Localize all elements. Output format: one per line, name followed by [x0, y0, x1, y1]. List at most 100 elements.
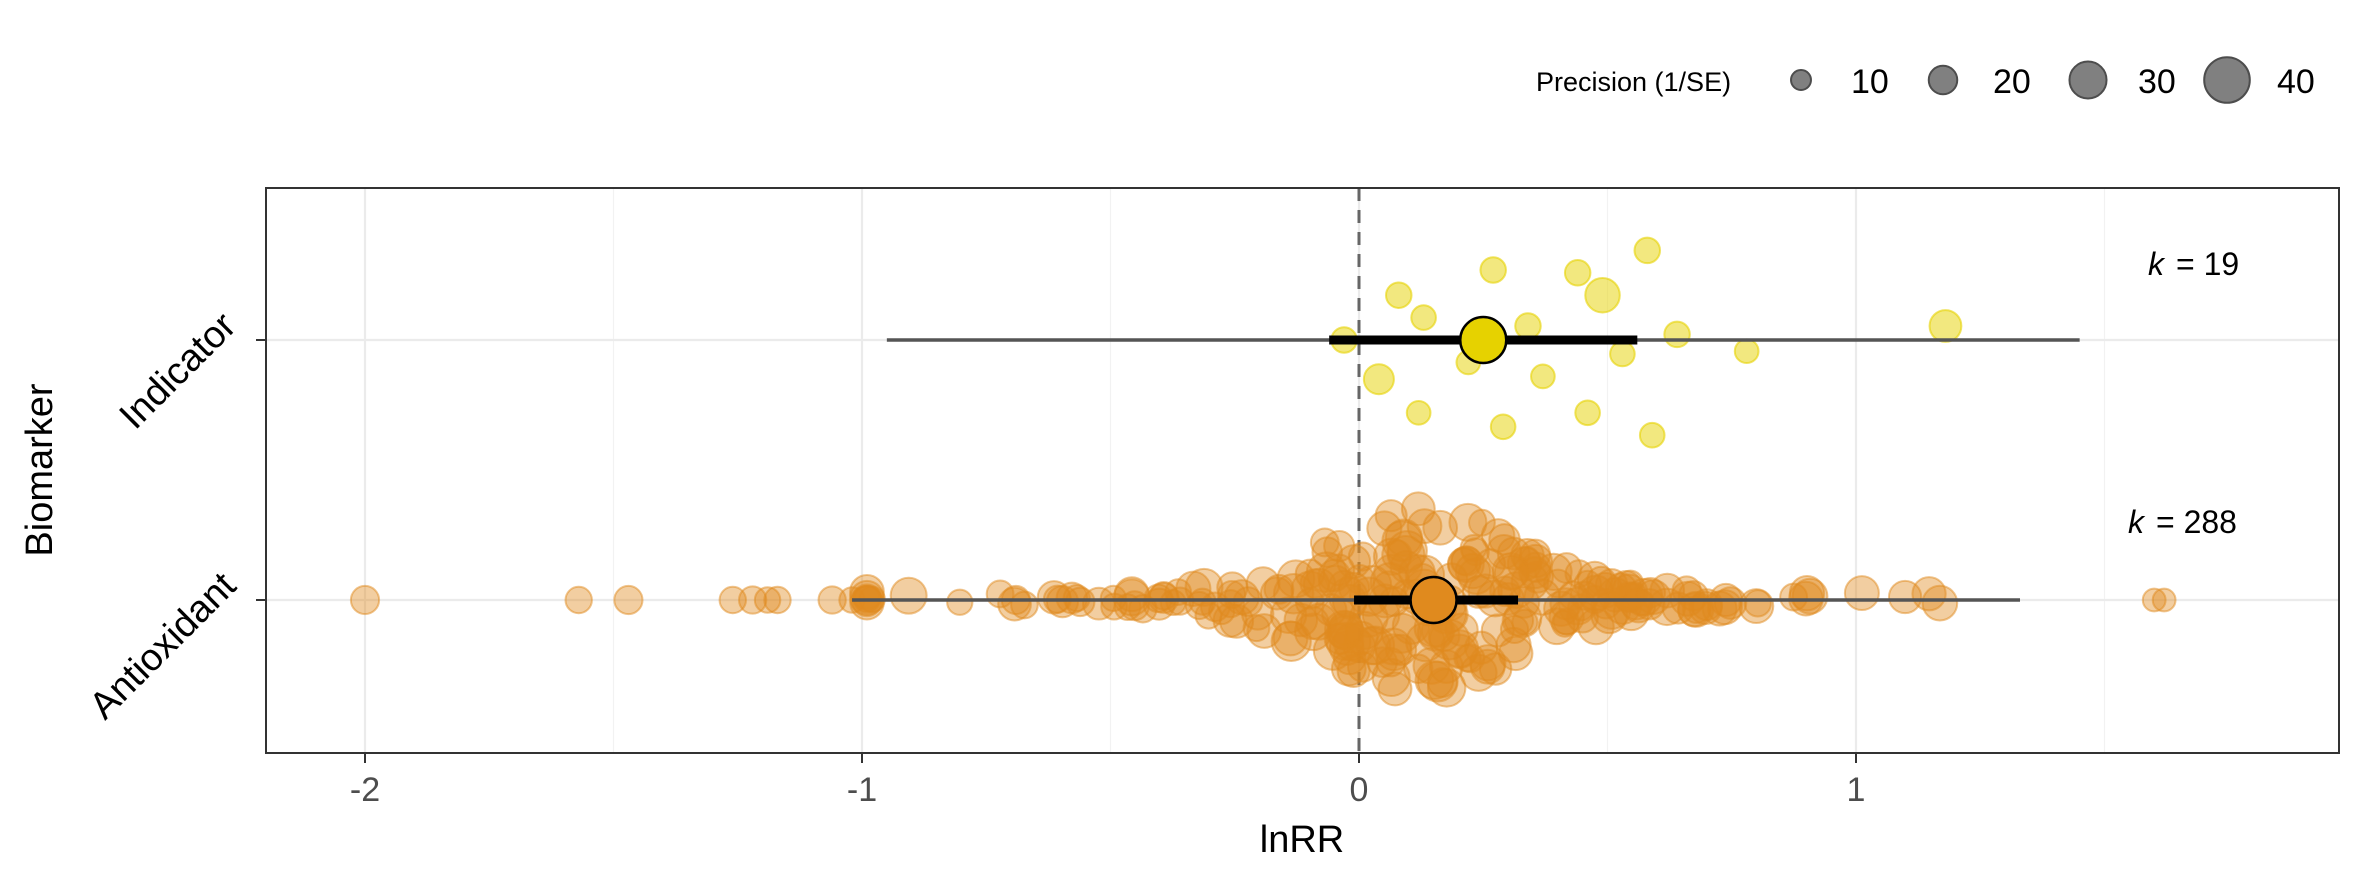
antioxidant-point [1474, 548, 1506, 580]
antioxidant-point [1245, 566, 1281, 602]
antioxidant-point [985, 579, 1015, 609]
antioxidant-point [1738, 588, 1775, 625]
antioxidant-point [1713, 586, 1748, 620]
indicator-point [1928, 309, 1963, 343]
antioxidant-point [2141, 587, 2167, 613]
antioxidant-point [1332, 622, 1372, 662]
antioxidant-point [1788, 575, 1826, 612]
indicator-point [1563, 259, 1592, 287]
antioxidant-point [1843, 575, 1880, 612]
indicator-point [1362, 363, 1395, 396]
antioxidant-point [997, 586, 1032, 622]
antioxidant-point [1454, 552, 1492, 590]
y-tick-label-indicator: Indicator [112, 304, 245, 437]
antioxidant-point [1677, 580, 1710, 612]
legend-size-key [2203, 56, 2251, 104]
legend-size-key [1790, 69, 1812, 91]
antioxidant-point [613, 584, 644, 616]
y-axis: Indicator Antioxidant [82, 304, 266, 727]
antioxidant-point [564, 585, 593, 615]
indicator-point [1633, 236, 1662, 265]
legend: Precision (1/SE) 10 20 30 40 [1536, 56, 2315, 104]
indicator-point [1638, 421, 1666, 449]
antioxidant-k-label: k = 288 [2128, 504, 2237, 540]
legend-size-label: 30 [2138, 63, 2176, 101]
antioxidant-point [1617, 582, 1645, 611]
antioxidant-point [1887, 579, 1923, 615]
indicator-point [1385, 281, 1413, 309]
y-axis-title: Biomarker [19, 383, 61, 556]
antioxidant-point [1295, 605, 1330, 641]
antioxidant-point [1493, 554, 1529, 590]
summary-estimates [852, 315, 2080, 625]
indicator-k-label: k = 19 [2148, 246, 2239, 282]
indicator-point [1733, 338, 1760, 365]
indicator-point [1609, 340, 1636, 368]
antioxidant-point [1569, 580, 1600, 611]
antioxidant-point [1464, 630, 1499, 665]
antioxidant-point [849, 579, 885, 616]
antioxidant-point [1344, 620, 1379, 656]
antioxidant-point [1511, 608, 1539, 636]
antioxidant-point [1549, 587, 1583, 621]
antioxidant-point [1344, 610, 1385, 651]
indicator-point [1584, 276, 1621, 314]
antioxidant-point [1159, 589, 1187, 617]
antioxidant-point [1550, 552, 1583, 584]
plot-panel-background [266, 188, 2339, 753]
legend-size-label: 20 [1993, 63, 2031, 101]
antioxidant-point [1323, 530, 1356, 563]
antioxidant-point [1219, 603, 1255, 639]
indicator-point [1574, 399, 1601, 427]
antioxidant-point [1184, 590, 1214, 621]
antioxidant-point [1010, 590, 1039, 620]
indicator-point [1489, 413, 1517, 441]
x-tick-label: -2 [350, 771, 380, 809]
antioxidant-point [1371, 657, 1411, 698]
legend-size-label: 10 [1851, 63, 1889, 101]
legend-size-key [1927, 64, 1959, 96]
antioxidant-point [1064, 586, 1096, 618]
x-tick-label: -1 [847, 771, 877, 809]
legend-title: Precision (1/SE) [1536, 67, 1731, 97]
antioxidant-point [1374, 499, 1408, 533]
antioxidant-point [1386, 530, 1428, 572]
indicator-point [1410, 304, 1437, 331]
antioxidant-point [946, 588, 974, 616]
indicator-point [1530, 363, 1556, 390]
indicator-estimate [1459, 315, 1508, 365]
legend-size-key [2068, 60, 2108, 100]
indicator-point [1405, 399, 1432, 426]
antioxidant-point [1612, 594, 1650, 632]
x-axis: -2 -1 0 1 [350, 753, 1866, 809]
antioxidant-point [1422, 509, 1459, 546]
indicator-point [1514, 312, 1542, 340]
antioxidant-point [2151, 587, 2177, 613]
indicator-point [1663, 320, 1691, 349]
antioxidant-point [1523, 578, 1561, 616]
indicator-point [1479, 256, 1507, 284]
x-tick-label: 1 [1847, 771, 1866, 809]
antioxidant-point [1428, 649, 1464, 684]
antioxidant-point [738, 585, 768, 615]
antioxidant-point [1128, 593, 1158, 624]
antioxidant-point [1448, 502, 1488, 542]
antioxidant-point [889, 576, 928, 615]
y-tick-label-antioxidant: Antioxidant [82, 564, 245, 727]
antioxidant-point [1921, 584, 1959, 622]
antioxidant-point [1426, 667, 1467, 708]
antioxidant-estimate [1409, 575, 1458, 625]
legend-size-label: 40 [2277, 63, 2315, 101]
antioxidant-point [763, 585, 792, 615]
plot-panel-border [265, 187, 2340, 754]
x-tick-label: 0 [1350, 771, 1369, 809]
antioxidant-point [1184, 567, 1224, 607]
antioxidant-point [1501, 604, 1535, 637]
antioxidant-point [349, 584, 381, 616]
x-axis-title: lnRR [1260, 819, 1344, 861]
antioxidant-point [1377, 671, 1413, 707]
antioxidant-point [817, 585, 847, 615]
antioxidant-point [1743, 589, 1772, 618]
antioxidant-point [753, 586, 782, 614]
